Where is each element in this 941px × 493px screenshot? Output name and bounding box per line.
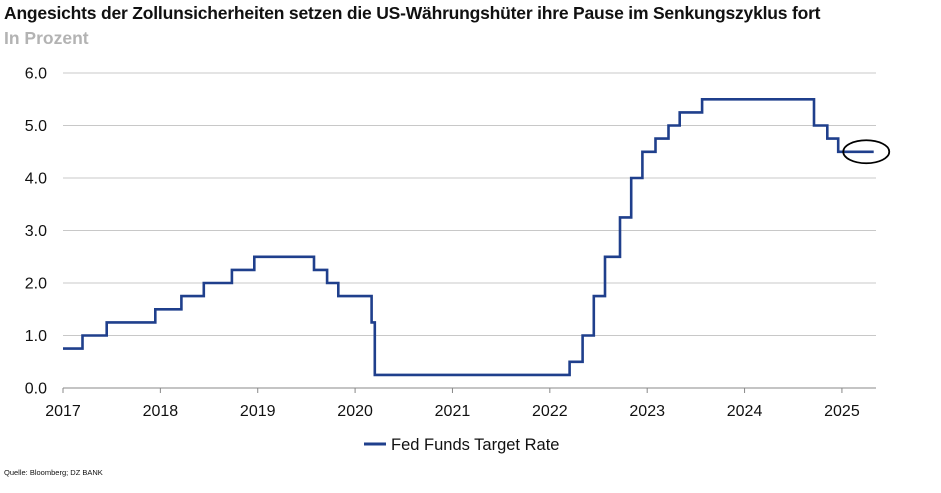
y-tick-label: 4.0 bbox=[25, 171, 47, 188]
series-group bbox=[63, 98, 874, 377]
legend-label: Fed Funds Target Rate bbox=[391, 436, 559, 454]
y-tick-label: 5.0 bbox=[25, 118, 47, 135]
y-tick-label: 1.0 bbox=[25, 328, 47, 345]
x-axis bbox=[62, 387, 876, 393]
x-tick-label: 2023 bbox=[629, 403, 665, 420]
chart-title: Angesichts der Zollunsicherheiten setzen… bbox=[4, 3, 821, 23]
gridlines bbox=[63, 72, 876, 336]
chart-subtitle: In Prozent bbox=[4, 28, 89, 48]
x-tick-label: 2020 bbox=[337, 403, 373, 420]
legend: Fed Funds Target Rate bbox=[364, 436, 559, 454]
y-tick-label: 2.0 bbox=[25, 276, 47, 293]
annotation-ellipse bbox=[842, 139, 891, 165]
y-axis-ticks: 0.0 1.0 2.0 3.0 4.0 5.0 6.0 bbox=[25, 66, 47, 398]
x-tick-label: 2022 bbox=[532, 403, 568, 420]
y-tick-label: 0.0 bbox=[25, 381, 47, 398]
series-line bbox=[63, 98, 874, 377]
x-tick-label: 2024 bbox=[727, 403, 763, 420]
x-tick-label: 2025 bbox=[824, 403, 860, 420]
source-note: Quelle: Bloomberg; DZ BANK bbox=[4, 468, 103, 477]
x-tick-label: 2019 bbox=[240, 403, 276, 420]
x-tick-label: 2021 bbox=[435, 403, 471, 420]
y-tick-label: 3.0 bbox=[25, 223, 47, 240]
x-tick-label: 2017 bbox=[45, 403, 81, 420]
y-tick-label: 6.0 bbox=[25, 66, 47, 83]
x-axis-ticks: 2017 2018 2019 2020 2021 2022 2023 2024 2025 bbox=[45, 403, 860, 420]
x-tick-label: 2018 bbox=[143, 403, 179, 420]
annotation-group bbox=[842, 139, 891, 165]
